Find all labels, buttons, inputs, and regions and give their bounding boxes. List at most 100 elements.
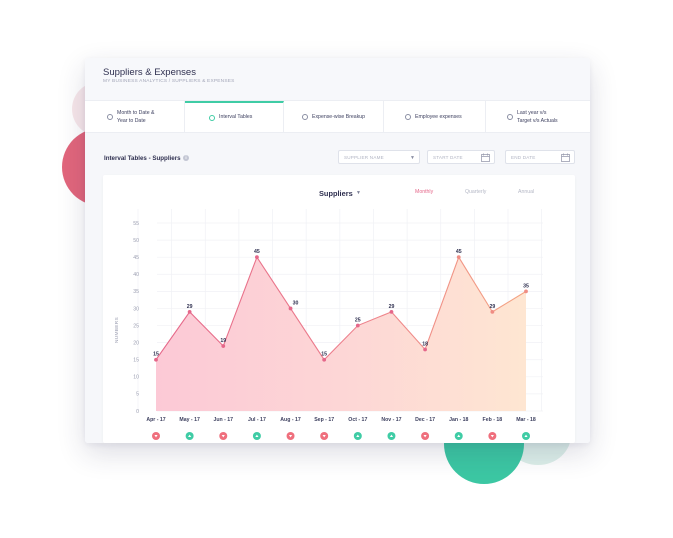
data-label: 15 xyxy=(321,352,327,358)
arrow-up-icon xyxy=(389,434,394,437)
data-point xyxy=(255,255,259,260)
x-tick-label: May - 17 xyxy=(179,417,200,423)
period-annual[interactable]: Annual xyxy=(518,189,535,195)
caret-down-icon[interactable]: ▼ xyxy=(356,190,361,196)
arrow-down-icon xyxy=(423,435,427,438)
data-label: 18 xyxy=(422,341,428,347)
y-tick-label: 30 xyxy=(133,306,139,312)
start-date-field[interactable]: START DATE xyxy=(427,150,495,164)
period-quarterly[interactable]: Quarterly xyxy=(465,189,487,195)
content-area: Interval Tables - Suppliers i SUPPLIER N… xyxy=(85,133,590,443)
data-label: 30 xyxy=(293,300,299,306)
arrow-down-icon xyxy=(490,435,494,438)
data-label: 15 xyxy=(153,352,159,358)
end-date-field[interactable]: END DATE xyxy=(505,150,575,164)
tab-interval-tables[interactable]: Interval Tables xyxy=(185,101,284,133)
area-chart: 0 5 10 15 20 25 30 35 40 45 50 55 NUMBERS 15 29 19 45 30 1… xyxy=(114,209,543,440)
page-title: Suppliers & Expenses xyxy=(103,67,196,78)
radio-icon xyxy=(405,114,411,120)
y-tick-label: 0 xyxy=(136,409,139,415)
arrow-up-icon xyxy=(188,434,192,437)
x-tick-label: Nov - 17 xyxy=(381,417,401,423)
supplier-name-select[interactable]: SUPPLIER NAME ▼ xyxy=(338,150,420,164)
tab-employee-expenses[interactable]: Employee expenses xyxy=(384,101,486,133)
radio-icon xyxy=(507,114,513,120)
calendar-icon xyxy=(481,153,490,162)
series-line xyxy=(155,255,527,361)
dashboard-card: Suppliers & Expenses MY BUSINESS ANALYTI… xyxy=(85,58,590,443)
x-tick-label: Feb - 18 xyxy=(483,417,503,423)
calendar-icon xyxy=(561,153,570,162)
x-tick-label: Mar - 18 xyxy=(516,417,536,423)
arrow-down-icon xyxy=(221,435,225,438)
period-monthly[interactable]: Monthly xyxy=(415,189,434,195)
data-point xyxy=(154,357,158,362)
data-point xyxy=(187,309,192,314)
data-point xyxy=(423,347,427,352)
y-tick-label: 10 xyxy=(133,375,139,381)
x-tick-label: Dec - 17 xyxy=(415,417,435,423)
y-tick-label: 20 xyxy=(133,340,139,346)
y-tick-label: 50 xyxy=(133,238,139,244)
y-tick-label: 25 xyxy=(133,323,139,329)
data-point xyxy=(490,309,495,314)
data-label: 45 xyxy=(456,249,462,255)
arrow-up-icon xyxy=(524,434,528,437)
supplier-placeholder: SUPPLIER NAME xyxy=(344,155,384,160)
tab-label: Target v/s Actuals xyxy=(517,118,558,124)
page-header: Suppliers & Expenses MY BUSINESS ANALYTI… xyxy=(85,58,590,100)
data-label: 35 xyxy=(523,283,529,289)
tab-label: Year to Date xyxy=(117,118,146,124)
tab-label: Employee expenses xyxy=(415,114,462,120)
tab-month-year-to-date[interactable]: Month to Date & Year to Date xyxy=(85,101,185,133)
data-label: 19 xyxy=(220,338,226,344)
arrow-down-icon xyxy=(322,435,326,438)
data-point xyxy=(355,323,360,328)
data-point xyxy=(288,306,293,311)
y-tick-label: 45 xyxy=(133,255,139,261)
y-tick-label: 15 xyxy=(133,358,139,364)
tab-label: Last year v/s xyxy=(517,110,547,116)
start-date-placeholder: START DATE xyxy=(433,155,463,160)
x-tick-label: Oct - 17 xyxy=(348,417,367,423)
arrow-up-icon xyxy=(457,434,461,437)
data-point xyxy=(456,255,461,260)
breadcrumb: MY BUSINESS ANALYTICS / SUPPLIERS & EXPE… xyxy=(103,79,235,84)
data-label: 29 xyxy=(489,304,495,310)
caret-down-icon: ▼ xyxy=(410,155,415,161)
data-label: 45 xyxy=(254,249,260,255)
radio-icon xyxy=(107,114,113,120)
data-point xyxy=(389,309,394,314)
tab-label: Expense-wise Breakup xyxy=(312,114,366,120)
radio-icon xyxy=(209,115,215,121)
x-tick-label: Aug - 17 xyxy=(280,417,301,423)
x-tick-label: Sep - 17 xyxy=(314,417,334,423)
arrow-up-icon xyxy=(356,434,360,437)
tab-bar: Month to Date & Year to Date Interval Ta… xyxy=(85,100,590,133)
x-tick-label: Jan - 18 xyxy=(449,417,468,423)
tab-label: Interval Tables xyxy=(219,114,253,120)
data-point xyxy=(322,357,327,362)
data-point xyxy=(524,289,528,294)
x-tick-label: Jun - 17 xyxy=(213,417,233,423)
radio-icon xyxy=(302,114,308,120)
area-fill xyxy=(156,257,526,411)
y-axis-title: NUMBERS xyxy=(114,317,120,343)
info-icon[interactable]: i xyxy=(183,155,189,161)
tab-label: Month to Date & xyxy=(117,110,155,116)
tab-expense-wise-breakup[interactable]: Expense-wise Breakup xyxy=(284,101,384,133)
tab-last-year-target-actuals[interactable]: Last year v/s Target v/s Actuals xyxy=(486,101,590,133)
data-point xyxy=(221,344,226,348)
x-tick-label: Apr - 17 xyxy=(146,417,165,423)
end-date-placeholder: END DATE xyxy=(511,155,536,160)
data-label: 29 xyxy=(389,304,395,310)
chart-title[interactable]: Suppliers xyxy=(319,189,353,198)
arrow-down-icon xyxy=(288,435,293,438)
y-tick-label: 55 xyxy=(133,221,139,227)
y-tick-label: 5 xyxy=(136,392,139,398)
y-tick-label: 35 xyxy=(133,289,139,295)
data-label: 29 xyxy=(187,304,193,310)
chart-panel: Suppliers ▼ Monthly Quarterly Annual xyxy=(103,175,575,443)
data-label: 25 xyxy=(355,318,361,324)
section-title: Interval Tables - Suppliers xyxy=(104,155,181,162)
